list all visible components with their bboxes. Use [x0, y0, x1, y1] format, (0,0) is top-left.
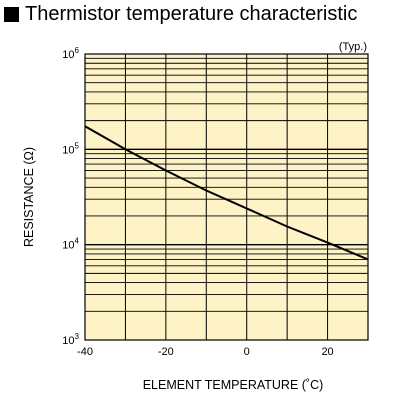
y-tick-base: 10 [62, 49, 74, 61]
y-tick-exponent: 3 [75, 332, 80, 341]
y-tick-exponent: 6 [75, 46, 80, 55]
resistance-curve [84, 125, 369, 261]
y-tick-label: 103 [62, 332, 79, 347]
y-tick-exponent: 5 [75, 141, 80, 150]
x-tick-label: -40 [77, 346, 93, 358]
y-tick-label: 106 [62, 46, 79, 61]
y-tick-label: 104 [62, 237, 79, 252]
chart-title-row: Thermistor temperature characteristic [4, 1, 357, 27]
y-tick-base: 10 [62, 335, 74, 347]
typical-note: (Typ.) [339, 41, 367, 53]
x-tick-labels: -40 -20 0 20 [77, 346, 334, 358]
vertical-grid [124, 54, 329, 340]
y-tick-exponent: 4 [75, 237, 80, 246]
title-square-bullet [4, 6, 19, 22]
x-tick-label: 0 [244, 346, 250, 358]
y-axis-label: RESISTANCE (Ω) [22, 147, 36, 247]
y-tick-label: 105 [62, 141, 79, 156]
plot-area [85, 54, 368, 340]
x-tick-label: -20 [158, 346, 174, 358]
chart-title: Thermistor temperature characteristic [25, 2, 358, 25]
x-axis-label: ELEMENT TEMPERATURE (˚C) [143, 378, 324, 392]
x-tick-label: 20 [321, 346, 333, 358]
y-tick-base: 10 [62, 144, 74, 156]
y-tick-base: 10 [62, 240, 74, 252]
plot-frame [84, 53, 369, 341]
